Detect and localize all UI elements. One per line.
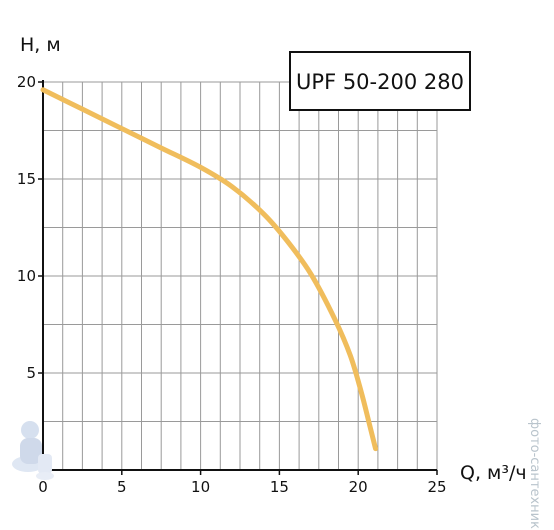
x-tick-label: 5 — [117, 478, 127, 496]
pump-curve-line — [40, 87, 379, 452]
plumber-logo — [12, 421, 54, 480]
x-tick-label: 10 — [191, 478, 210, 496]
x-tick-label: 25 — [427, 478, 446, 496]
x-tick-label: 0 — [38, 478, 48, 496]
y-tick-label: 10 — [17, 267, 36, 285]
x-axis-label: Q, м³/ч — [460, 462, 527, 484]
tick-labels: 0 5 10 15 20 25 5 10 15 20 — [17, 73, 447, 496]
y-tick-label: 15 — [17, 170, 36, 188]
chart-title: UPF 50-200 280 — [296, 70, 464, 94]
model-label-box: UPF 50-200 280 — [289, 51, 471, 111]
x-tick-label: 15 — [270, 478, 289, 496]
series-group — [40, 87, 379, 452]
y-tick-label: 20 — [17, 73, 36, 91]
x-tick-label: 20 — [349, 478, 368, 496]
watermark: фото-сантехник — [527, 418, 542, 529]
y-tick-label: 5 — [26, 364, 36, 382]
y-axis-label: H, м — [20, 34, 61, 56]
grid — [43, 81, 438, 470]
